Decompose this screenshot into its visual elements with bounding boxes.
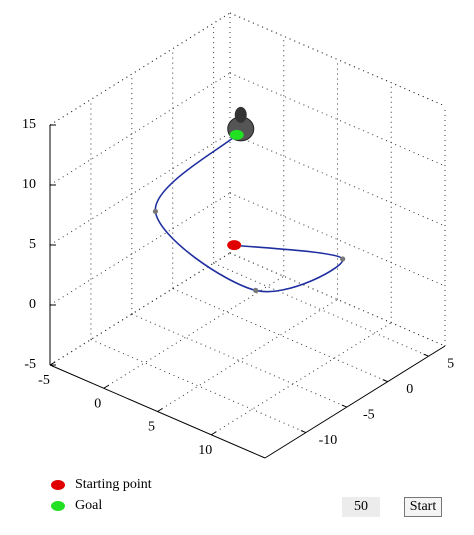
start-button[interactable]: Start <box>404 497 442 517</box>
grid-line <box>90 339 307 434</box>
y-tick-label: 0 <box>406 382 413 397</box>
trajectory <box>154 134 344 293</box>
marker <box>229 129 244 140</box>
y-tick-label: -5 <box>363 407 375 422</box>
grid-line <box>172 288 388 383</box>
z-tick-label: 10 <box>22 177 36 192</box>
grid-line <box>213 262 429 357</box>
waypoint <box>340 256 346 262</box>
tick-mark <box>341 404 348 408</box>
grid-line <box>49 132 231 246</box>
box-edge <box>49 12 231 126</box>
robot <box>234 106 247 123</box>
legend-label: Starting point <box>75 477 152 492</box>
x-tick-label: 5 <box>148 420 155 435</box>
value-box[interactable]: 50 <box>342 497 380 517</box>
x-tick-label: 10 <box>198 443 212 458</box>
grid-line <box>229 192 446 287</box>
axis-line <box>264 345 446 459</box>
legend-swatch <box>51 480 65 490</box>
grid-line <box>131 313 348 408</box>
y-tick-label: -10 <box>319 433 338 448</box>
box-edge <box>49 252 231 366</box>
box-edge <box>229 12 446 107</box>
x-tick-label: -5 <box>38 373 50 388</box>
tick-mark <box>103 384 110 389</box>
grid-line <box>103 275 285 389</box>
z-tick-label: 0 <box>29 297 36 312</box>
tick-mark <box>210 431 217 436</box>
x-tick-label: 0 <box>94 396 101 411</box>
tick-mark <box>382 379 388 383</box>
tick-mark <box>49 361 56 366</box>
grid-line <box>49 192 231 306</box>
z-tick-label: -5 <box>24 357 36 372</box>
tick-mark <box>157 408 163 412</box>
waypoint <box>253 287 259 294</box>
marker <box>227 240 242 251</box>
z-tick-label: 15 <box>22 117 36 132</box>
waypoint <box>152 208 159 215</box>
y-tick-label: 5 <box>447 356 454 371</box>
legend-label: Goal <box>75 498 102 513</box>
box-edge <box>229 252 446 347</box>
grid-line <box>157 299 338 412</box>
z-tick-label: 5 <box>29 237 36 252</box>
tick-mark <box>300 430 307 434</box>
grid-line <box>229 132 446 227</box>
legend-swatch <box>51 501 65 511</box>
grid-line <box>210 322 392 436</box>
grid-line <box>49 72 231 186</box>
grid-line <box>229 72 446 167</box>
tick-mark <box>423 353 429 357</box>
